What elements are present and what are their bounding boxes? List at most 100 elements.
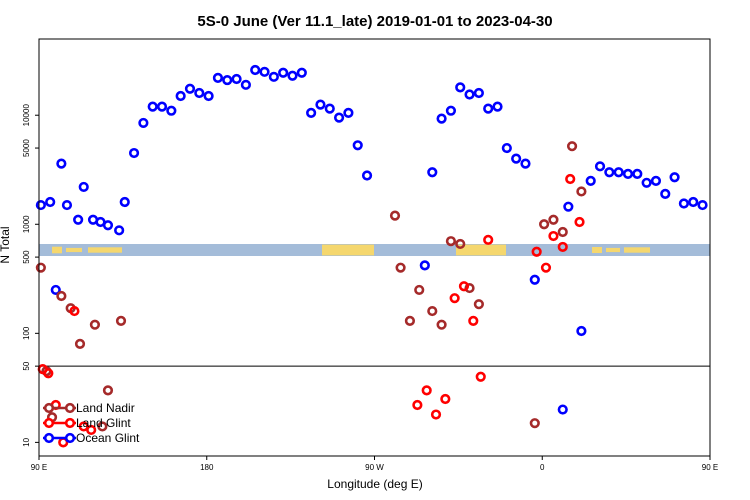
y-tick-label: 100 bbox=[22, 326, 31, 340]
ocean-glint-point bbox=[501, 142, 512, 154]
ocean-glint-point bbox=[352, 140, 363, 151]
ocean-glint-point bbox=[175, 90, 186, 102]
ocean-glint-point bbox=[650, 175, 662, 186]
land-nadir-point bbox=[414, 284, 425, 296]
ocean-glint-point bbox=[194, 87, 205, 99]
ocean-glint-point bbox=[455, 82, 466, 93]
x-tick-label: 90 W bbox=[365, 463, 384, 472]
land-nadir-point bbox=[395, 262, 406, 273]
ocean-glint-point bbox=[278, 67, 289, 78]
ocean-glint-point bbox=[203, 90, 214, 102]
ocean-glint-point bbox=[529, 274, 540, 285]
ocean-glint-point bbox=[343, 107, 354, 119]
y-tick-label: 50 bbox=[22, 361, 31, 370]
ocean-glint-point bbox=[259, 66, 270, 77]
land-glint-point bbox=[69, 305, 80, 317]
ocean-glint-point bbox=[324, 103, 335, 114]
ocean-glint-point bbox=[61, 199, 73, 211]
scatter-points bbox=[35, 64, 708, 448]
land-nadir-point bbox=[445, 236, 457, 247]
ocean-glint-point bbox=[296, 67, 307, 78]
ocean-glint-point bbox=[73, 214, 84, 225]
legend-marker bbox=[43, 402, 55, 414]
land-nadir-point bbox=[404, 315, 416, 326]
ocean-glint-point bbox=[622, 168, 634, 179]
land-glint-point bbox=[574, 216, 585, 228]
land-mass bbox=[322, 244, 374, 256]
ocean-glint-point bbox=[102, 220, 114, 231]
ocean-glint-point bbox=[240, 79, 251, 90]
ocean-glint-point bbox=[166, 105, 177, 116]
ocean-glint-point bbox=[436, 113, 447, 124]
ocean-band bbox=[39, 244, 710, 256]
legend-marker bbox=[43, 417, 55, 429]
y-axis-ticks: 10 50 100 500 1000 5000 10000 bbox=[22, 104, 39, 447]
ocean-glint-point bbox=[445, 105, 457, 116]
ocean-glint-point bbox=[688, 196, 699, 208]
land-nadir-point bbox=[529, 418, 540, 429]
ocean-glint-point bbox=[669, 172, 680, 183]
ocean-glint-point bbox=[114, 225, 125, 236]
ocean-glint-point bbox=[306, 107, 317, 119]
y-tick-label: 5000 bbox=[22, 139, 31, 157]
land-glint-point bbox=[421, 385, 432, 396]
ocean-glint-point bbox=[361, 170, 373, 181]
land-glint-point bbox=[557, 241, 568, 253]
land-nadir-point bbox=[35, 262, 46, 273]
land-glint-point bbox=[449, 293, 460, 304]
ocean-glint-point bbox=[250, 64, 261, 76]
ocean-glint-point bbox=[119, 196, 130, 208]
land-nadir-point bbox=[115, 315, 127, 326]
land-glint-point bbox=[540, 262, 552, 273]
ocean-glint-point bbox=[563, 201, 574, 212]
ocean-glint-point bbox=[604, 167, 615, 178]
ocean-glint-point bbox=[315, 99, 326, 110]
legend-marker bbox=[64, 417, 76, 429]
ocean-glint-point bbox=[483, 103, 494, 114]
x-tick-label: 90 E bbox=[702, 463, 718, 472]
ocean-glint-point bbox=[45, 196, 56, 208]
ocean-glint-point bbox=[222, 74, 233, 86]
ocean-glint-point bbox=[464, 89, 475, 100]
x-tick-label: 0 bbox=[540, 463, 545, 472]
ocean-glint-point bbox=[35, 199, 46, 211]
y-axis-label: N Total bbox=[0, 226, 12, 263]
ocean-glint-point bbox=[78, 181, 89, 193]
ocean-glint-point bbox=[427, 167, 438, 178]
legend-label: Land Glint bbox=[76, 416, 131, 430]
y-tick-label: 10000 bbox=[22, 104, 31, 127]
ocean-glint-point bbox=[697, 199, 708, 211]
ocean-glint-point bbox=[287, 70, 298, 81]
ocean-glint-point bbox=[641, 177, 652, 188]
land-mass bbox=[52, 246, 62, 254]
land-nadir-point bbox=[539, 219, 550, 230]
land-nadir-point bbox=[74, 338, 86, 349]
land-nadir-point bbox=[576, 186, 587, 197]
ocean-glint-point bbox=[56, 158, 67, 169]
land-glint-point bbox=[483, 234, 494, 245]
land-nadir-point bbox=[473, 299, 484, 310]
land-nadir-point bbox=[455, 238, 466, 250]
land-glint-point bbox=[565, 173, 576, 185]
ocean-glint-point bbox=[678, 198, 690, 209]
land-nadir-point bbox=[557, 226, 568, 238]
land-nadir-point bbox=[436, 319, 447, 330]
ocean-glint-point bbox=[50, 284, 61, 296]
ocean-glint-point bbox=[594, 161, 606, 172]
land-glint-point bbox=[440, 393, 451, 405]
ocean-glint-point bbox=[147, 101, 158, 112]
legend-marker bbox=[64, 432, 76, 444]
ocean-glint-point bbox=[520, 158, 531, 169]
land-nadir-point bbox=[56, 290, 67, 302]
land-nadir-point bbox=[89, 319, 101, 330]
ocean-glint-point bbox=[660, 188, 671, 199]
ocean-glint-point bbox=[231, 73, 242, 85]
ocean-glint-point bbox=[473, 87, 484, 99]
land-nadir-point bbox=[102, 385, 114, 396]
ocean-glint-point bbox=[212, 72, 224, 83]
ocean-glint-point bbox=[585, 175, 596, 186]
ocean-glint-point bbox=[632, 168, 643, 179]
land-glint-point bbox=[548, 230, 559, 242]
